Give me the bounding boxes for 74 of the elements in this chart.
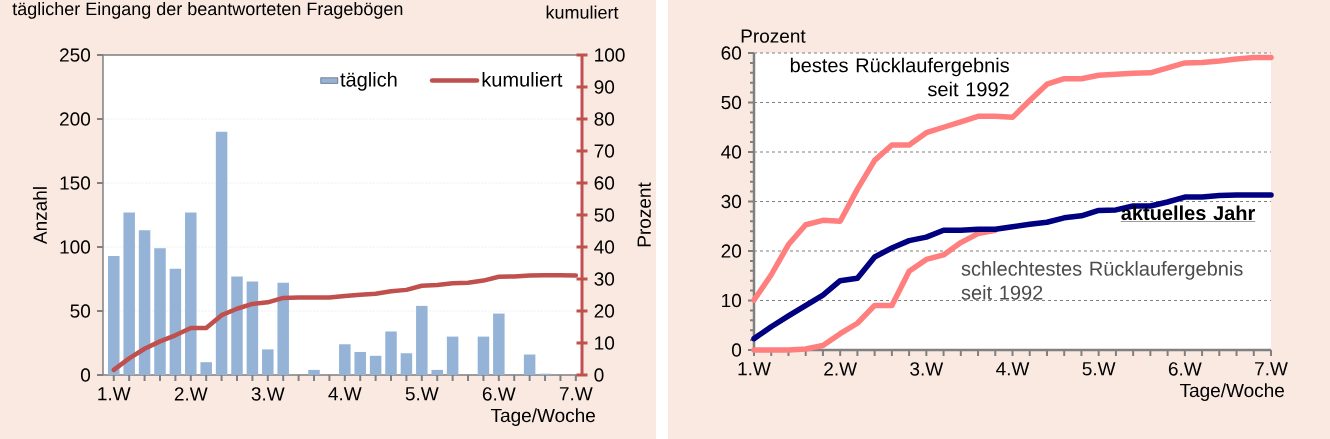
chart-title: täglicher Eingang der beantworteten Fragebögen — [12, 2, 403, 19]
y-tick-label: 10 — [722, 293, 742, 308]
bar — [138, 230, 151, 375]
bar — [246, 281, 259, 375]
bar — [169, 268, 182, 375]
bar — [431, 369, 443, 375]
y-axis-title: Prozent — [741, 29, 806, 43]
y-tick-label: 0 — [731, 343, 742, 357]
bar — [416, 305, 428, 375]
y-tick-label: 200 — [60, 112, 91, 126]
x-axis-title: Tage/Woche — [1179, 383, 1284, 401]
y-tick-label: 50 — [721, 95, 742, 110]
x-tick-label: 6.W — [482, 387, 516, 401]
bar — [523, 354, 536, 375]
bar — [339, 344, 351, 375]
bar — [185, 212, 197, 375]
y-tick-label: 150 — [60, 176, 91, 190]
bar — [108, 255, 120, 375]
bar — [123, 212, 135, 375]
bar — [215, 131, 228, 375]
x-tick-label: 4.W — [328, 387, 362, 401]
x-tick-label: 7.W — [559, 387, 593, 401]
y-tick-label: 50 — [70, 304, 91, 318]
legend-label: kumuliert — [482, 71, 563, 87]
y2-tick-label: 40 — [594, 240, 615, 254]
y2-tick-label: 50 — [594, 208, 615, 222]
y-tick-label: 60 — [721, 46, 742, 60]
x-tick-label: 6.W — [1168, 362, 1202, 376]
y2-tick-label: 60 — [594, 176, 615, 190]
x-axis-title: Tage/Woche — [490, 408, 595, 426]
bar — [277, 282, 289, 375]
bar — [308, 369, 320, 375]
bar — [400, 353, 413, 375]
series-label: aktuelles Jahr — [1121, 205, 1255, 221]
x-tick-label: 1.W — [98, 387, 131, 401]
bar — [385, 331, 397, 375]
y-tick-label: 20 — [721, 244, 742, 258]
x-tick-label: 2.W — [174, 387, 208, 401]
bar — [154, 248, 166, 375]
y-tick-label: 250 — [60, 48, 91, 62]
x-tick-label: 3.W — [251, 387, 285, 401]
legend-label: täglich — [340, 71, 397, 91]
bar — [354, 351, 366, 375]
y2-tick-label: 10 — [595, 336, 615, 350]
y2-tick-label: 0 — [594, 368, 604, 382]
y-tick-label: 40 — [721, 145, 742, 159]
y2-tick-label: 20 — [594, 304, 615, 318]
x-tick-label: 5.W — [405, 387, 439, 401]
bar — [369, 355, 382, 375]
x-tick-label: 4.W — [996, 362, 1030, 376]
bar — [200, 362, 212, 375]
y2-axis-title: Prozent — [637, 182, 651, 247]
y2-tick-label: 30 — [594, 272, 615, 286]
x-tick-label: 2.W — [824, 362, 857, 376]
bar — [262, 349, 274, 375]
y2-tick-label: 90 — [594, 80, 615, 94]
series-label: schlechtestes Rücklaufergebnis seit 1992 — [961, 261, 1243, 300]
y-tick-label: 100 — [60, 240, 91, 254]
x-tick-label: 1.W — [738, 362, 771, 376]
x-tick-label: 5.W — [1082, 362, 1116, 376]
x-tick-label: 7.W — [1255, 362, 1288, 376]
bar — [446, 336, 459, 375]
x-tick-label: 3.W — [910, 362, 944, 376]
text: kumuliert — [546, 5, 619, 19]
series-label: bestes Rücklaufergebnis seit 1992 — [790, 57, 1009, 97]
y-tick-label: 0 — [80, 368, 91, 382]
y-tick-label: 30 — [721, 194, 742, 209]
y2-tick-label: 70 — [594, 144, 615, 158]
y2-tick-label: 100 — [595, 48, 625, 62]
y-axis-title: Anzahl — [32, 187, 47, 245]
bar — [231, 276, 243, 375]
bar — [477, 336, 490, 375]
y2-tick-label: 80 — [594, 112, 615, 126]
bar — [493, 313, 505, 375]
